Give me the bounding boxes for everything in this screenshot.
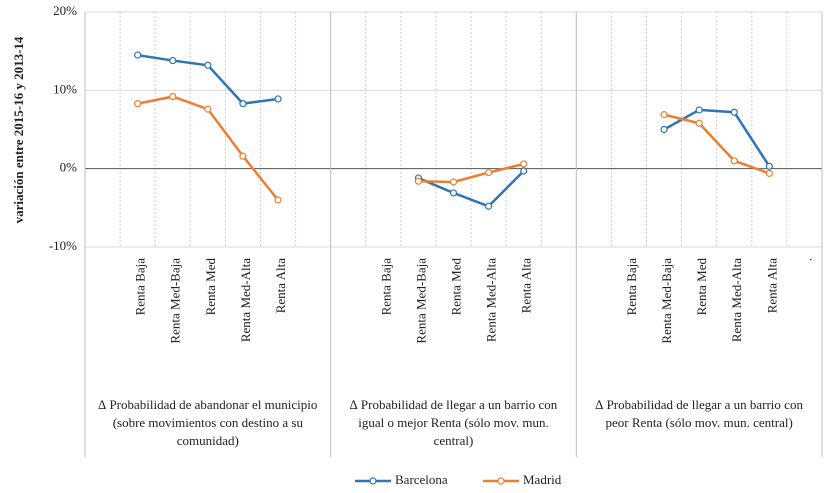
- x-tick-label: Renta Med-Baja: [413, 258, 428, 344]
- data-point: [765, 169, 773, 177]
- x-tick-label: Renta Med-Alta: [238, 258, 253, 342]
- data-point: [239, 100, 247, 108]
- data-point: [520, 167, 528, 175]
- series-line: [663, 113, 770, 175]
- data-point: [484, 202, 493, 210]
- y-tick-label: -10%: [49, 238, 77, 253]
- data-point: [204, 105, 212, 113]
- x-tick-label: Renta Med-Alta: [484, 258, 499, 342]
- data-point: [274, 196, 282, 204]
- x-tick-label: Renta Baja: [133, 258, 148, 316]
- series-line: [418, 162, 524, 184]
- data-point: [134, 100, 142, 108]
- group-label: ∆ Probabilidad de llegar a un barrio con…: [595, 397, 803, 430]
- x-tick-label: Renta Baja: [378, 258, 393, 316]
- x-tick-label: Renta Alta: [764, 258, 779, 313]
- x-tick-label: Renta Med: [448, 258, 463, 316]
- data-point: [274, 95, 282, 103]
- x-tick-label: Renta Med-Baja: [168, 258, 183, 344]
- y-tick-label: 10%: [53, 81, 77, 96]
- data-point: [695, 106, 703, 114]
- legend-label: Madrid: [523, 472, 562, 487]
- x-tick-label: Renta Med-Alta: [729, 258, 744, 342]
- y-tick-label: 20%: [53, 3, 77, 18]
- group-label: ∆ Probabilidad de abandonar el municipio…: [98, 397, 318, 448]
- data-point: [695, 119, 703, 127]
- legend-label: Barcelona: [395, 472, 448, 487]
- data-point: [765, 162, 773, 170]
- data-point: [660, 125, 668, 134]
- data-point: [169, 92, 177, 101]
- data-point: [730, 157, 738, 165]
- x-tick-label: Renta Alta: [519, 258, 534, 313]
- data-point: [484, 168, 493, 177]
- legend-marker: [497, 477, 505, 485]
- x-tick-label: Renta Med: [203, 258, 218, 316]
- data-point: [520, 160, 528, 168]
- series-line: [417, 170, 525, 208]
- data-point: [169, 56, 177, 65]
- x-tick-label: Renta Med-Baja: [659, 258, 674, 344]
- data-point: [134, 51, 142, 59]
- x-tick-label: Renta Alta: [273, 258, 288, 313]
- x-tick-label: .: [799, 258, 814, 261]
- x-tick-label: Renta Baja: [624, 258, 639, 316]
- data-point: [239, 152, 247, 160]
- group-label: ∆ Probabilidad de llegar a un barrio con…: [349, 397, 558, 448]
- data-point: [204, 61, 212, 69]
- y-tick-label: 0%: [60, 160, 78, 175]
- x-tick-label: Renta Med: [694, 258, 709, 316]
- data-point: [730, 108, 738, 116]
- data-point: [660, 111, 668, 119]
- legend-marker: [369, 477, 377, 485]
- data-point: [449, 178, 458, 186]
- data-point: [414, 177, 423, 185]
- y-axis-title: variación entre 2015-16 y 2013-14: [11, 36, 26, 223]
- data-point: [449, 189, 458, 197]
